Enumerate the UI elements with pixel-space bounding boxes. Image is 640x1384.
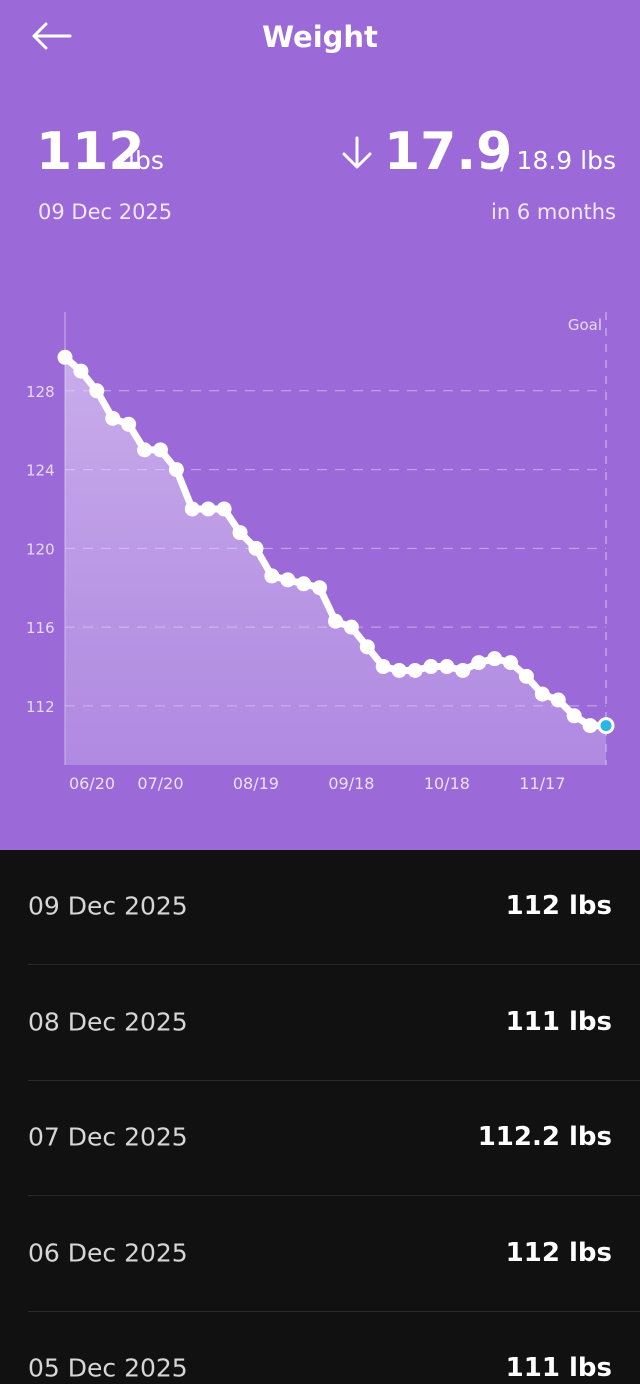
weight-unit: lbs	[128, 146, 164, 175]
entry-date: 05 Dec 2025	[28, 1353, 188, 1383]
data-point	[582, 718, 598, 734]
x-tick-label: 07/20	[137, 774, 183, 793]
x-tick-label: 10/18	[424, 774, 470, 793]
entry-date: 08 Dec 2025	[28, 1007, 188, 1036]
data-point	[152, 442, 168, 458]
y-tick-label: 124	[26, 462, 55, 480]
data-point	[280, 572, 296, 588]
y-tick-label: 112	[26, 698, 55, 716]
data-point	[137, 442, 153, 458]
entry-weight: 112.2 lbs	[477, 1122, 612, 1152]
data-point	[343, 619, 359, 635]
period: in 6 months	[491, 200, 616, 224]
header-panel: Weight 112 lbs 09 Dec 2025 17.9 / 18.9 l…	[0, 0, 640, 850]
data-point	[89, 383, 105, 399]
data-point	[518, 668, 534, 684]
goal-label: Goal	[568, 316, 602, 334]
data-point	[232, 525, 248, 541]
y-tick-label: 120	[26, 540, 55, 558]
weight-chart: Goal 112 116 120 124 128 06/20 07/20 08/19 09/18 1…	[26, 312, 615, 793]
x-tick-label: 11/17	[519, 774, 565, 793]
entry-weight: 112 lbs	[505, 891, 612, 921]
x-tick-label: 08/19	[233, 774, 279, 793]
entry-date: 07 Dec 2025	[28, 1122, 188, 1152]
current-date: 09 Dec 2025	[38, 200, 173, 224]
data-point	[407, 662, 423, 678]
data-point	[264, 568, 280, 584]
data-point	[57, 349, 73, 365]
latest-point	[597, 717, 615, 735]
entry-date: 09 Dec 2025	[28, 891, 188, 921]
area-fill	[65, 357, 606, 765]
weight-change: 17.9	[384, 122, 513, 182]
entry-weight: 112 lbs	[505, 1237, 612, 1268]
entry-date: 06 Dec 2025	[28, 1238, 188, 1267]
data-point	[534, 686, 550, 702]
data-point	[359, 639, 375, 655]
data-point	[248, 540, 264, 556]
data-point	[184, 501, 200, 517]
data-point	[375, 659, 391, 675]
x-tick-label: 06/20	[69, 774, 115, 793]
back-button[interactable]	[30, 20, 74, 52]
entry-row[interactable]: 05 Dec 2025 111 lbs	[28, 1312, 640, 1384]
y-tick-label: 116	[26, 619, 55, 637]
entry-row[interactable]: 08 Dec 2025 111 lbs	[28, 966, 640, 1081]
data-point	[105, 410, 121, 426]
entry-row[interactable]: 06 Dec 2025 112 lbs	[28, 1197, 640, 1312]
down-arrow-icon	[342, 136, 372, 169]
data-point	[73, 363, 89, 379]
entry-list: 09 Dec 2025 112 lbs 08 Dec 2025 111 lbs 07 D…	[0, 850, 640, 1384]
data-point	[216, 501, 232, 517]
x-tick-label: 09/18	[328, 774, 374, 793]
data-point	[487, 651, 503, 667]
data-point	[296, 576, 312, 592]
weight-target: / 18.9 lbs	[500, 146, 616, 175]
current-weight: 112	[36, 122, 145, 182]
data-point	[168, 462, 184, 478]
data-point	[455, 662, 471, 678]
y-tick-label: 128	[26, 383, 55, 401]
data-point	[503, 655, 519, 671]
data-point	[200, 501, 216, 517]
data-point	[423, 659, 439, 675]
data-point	[391, 662, 407, 678]
page-title: Weight	[262, 20, 378, 54]
data-point	[328, 613, 343, 629]
data-point	[550, 692, 566, 708]
entry-row[interactable]: 09 Dec 2025 112 lbs	[28, 850, 640, 965]
data-point	[121, 416, 137, 432]
entry-weight: 111 lbs	[505, 1006, 612, 1037]
data-point	[312, 580, 328, 596]
data-point	[566, 708, 582, 724]
entry-weight: 111 lbs	[505, 1353, 612, 1383]
data-point	[439, 659, 455, 675]
entry-row[interactable]: 07 Dec 2025 112.2 lbs	[28, 1081, 640, 1196]
data-point	[471, 655, 487, 671]
